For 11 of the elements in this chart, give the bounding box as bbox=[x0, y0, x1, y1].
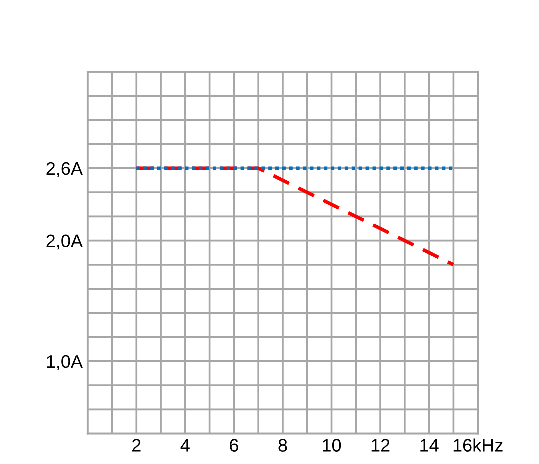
x-tick-label: 10 bbox=[323, 439, 342, 452]
y-tick-label: 2,0A bbox=[46, 234, 83, 250]
x-tick-label: 6 bbox=[230, 439, 238, 452]
x-tick-label: 8 bbox=[278, 439, 288, 452]
x-tick-label: 4 bbox=[180, 439, 190, 452]
x-tick-label: 16kHz bbox=[454, 438, 503, 452]
x-tick-label: 12 bbox=[372, 439, 390, 452]
y-tick-label: 2,6A bbox=[46, 162, 83, 178]
y-tick-label: 1,0A bbox=[47, 355, 83, 370]
x-tick-label: 14 bbox=[420, 439, 439, 452]
x-tick-label: 2 bbox=[132, 439, 141, 452]
